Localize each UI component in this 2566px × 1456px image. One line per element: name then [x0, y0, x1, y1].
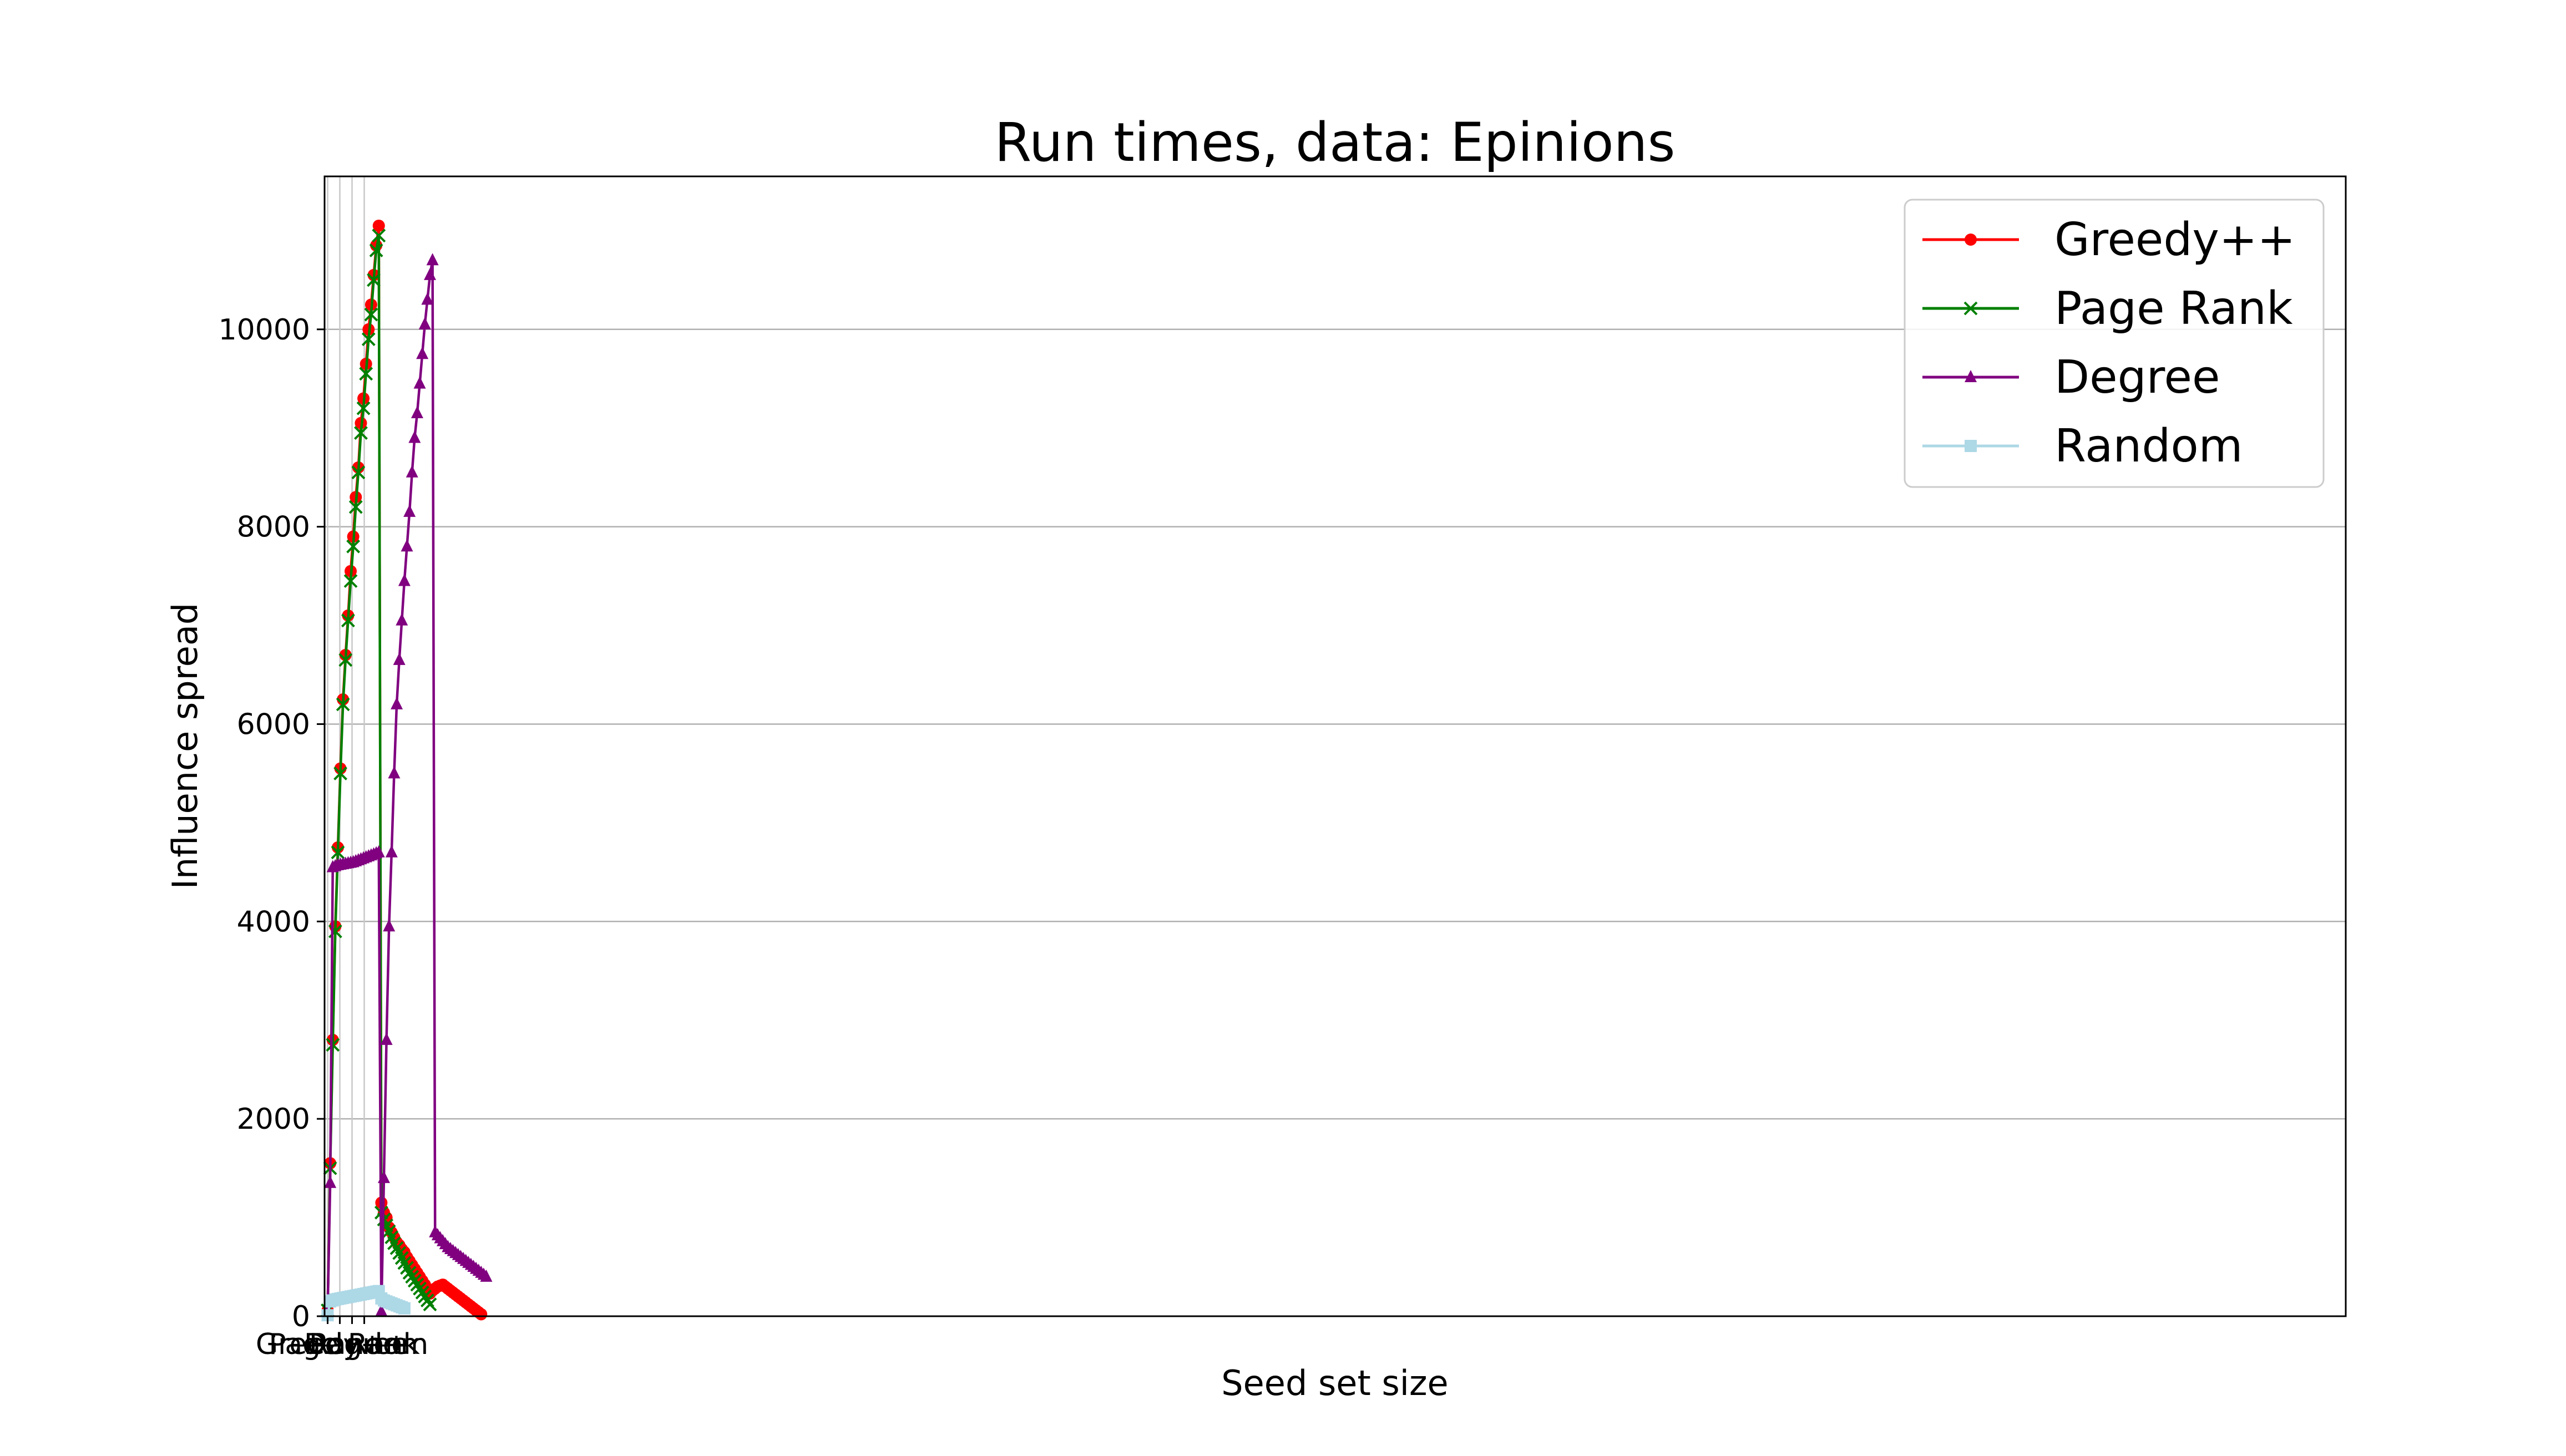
y-tick-label-2000: 2000 — [237, 1103, 310, 1136]
y-tick-label-6000: 6000 — [237, 708, 310, 741]
data-point-page-rank-6 — [336, 697, 350, 712]
x-tick-label-0: Greedy++ — [256, 1328, 408, 1361]
data-point-degree-20 — [372, 845, 385, 858]
data-point-degree-1 — [324, 1175, 337, 1188]
legend-label-page-rank: Page Rank — [2054, 282, 2293, 335]
data-point-degree-31 — [401, 539, 413, 552]
data-point-degree-30 — [398, 574, 411, 586]
data-point-page-rank-12 — [351, 465, 366, 480]
data-point-page-rank-14 — [356, 401, 371, 415]
data-point-degree-25 — [385, 845, 398, 858]
y-tick-label-0: 0 — [292, 1300, 310, 1333]
series-random — [321, 1285, 411, 1322]
data-point-page-rank-17 — [364, 307, 378, 322]
data-point-degree-27 — [391, 697, 403, 709]
data-point-page-rank-4 — [331, 845, 345, 860]
data-point-page-rank-11 — [348, 500, 363, 514]
data-point-degree-34 — [408, 430, 421, 443]
data-point-page-rank-16 — [361, 332, 376, 346]
data-point-page-rank-10 — [346, 539, 361, 554]
data-point-page-rank-2 — [326, 1038, 340, 1052]
data-point-degree-39 — [421, 292, 434, 305]
y-axis-label: Influence spread — [165, 603, 205, 890]
y-tick-label-4000: 4000 — [237, 905, 310, 938]
data-point-random-30 — [398, 1302, 411, 1315]
data-point-page-rank-8 — [341, 613, 355, 628]
data-point-page-rank-18 — [367, 273, 381, 287]
data-point-page-rank-13 — [354, 426, 368, 440]
data-point-degree-38 — [418, 317, 431, 329]
legend-marker-page-rank — [1963, 301, 1978, 316]
y-tick-label-8000: 8000 — [237, 511, 310, 544]
data-point-degree-22 — [377, 1170, 390, 1183]
data-point-degree-24 — [383, 919, 396, 932]
data-point-degree-37 — [416, 347, 429, 359]
data-point-degree-33 — [406, 465, 418, 478]
data-point-page-rank-20 — [372, 229, 386, 243]
legend-label-degree: Degree — [2054, 351, 2220, 404]
series-layer — [321, 219, 493, 1322]
y-tick-label-10000: 10000 — [219, 313, 310, 347]
data-point-greedy--20 — [372, 219, 385, 232]
data-point-degree-23 — [380, 1032, 393, 1045]
x-tick-label-3: Random — [309, 1328, 428, 1361]
data-point-degree-26 — [388, 766, 401, 779]
legend-box — [1904, 199, 2325, 488]
data-point-page-rank-15 — [359, 367, 373, 381]
data-point-page-rank-9 — [343, 574, 358, 588]
data-point-degree-29 — [396, 613, 408, 626]
legend-label-greedy-: Greedy++ — [2054, 214, 2295, 266]
data-point-page-rank-19 — [369, 243, 383, 257]
data-point-degree-32 — [403, 504, 416, 517]
data-point-degree-21 — [375, 1304, 388, 1317]
series-degree — [321, 253, 493, 1317]
data-point-degree-41 — [426, 253, 439, 266]
data-point-page-rank-40 — [423, 1297, 437, 1312]
x-tick-label-1: Page Rank — [269, 1328, 419, 1361]
data-point-greedy--60 — [475, 1308, 488, 1321]
data-point-degree-62 — [480, 1269, 493, 1282]
data-point-page-rank-7 — [338, 653, 353, 667]
data-point-page-rank-5 — [333, 767, 348, 780]
legend-label-random: Random — [2054, 420, 2243, 473]
legend-marker-degree — [1965, 370, 1977, 382]
y-axis-ticks: 0 2000 4000 6000 8000 10000 — [219, 313, 325, 1333]
data-point-degree-35 — [411, 406, 423, 419]
legend-marker-random — [1965, 440, 1977, 452]
data-point-degree-28 — [393, 652, 406, 665]
chart-title: Run times, data: Epinions — [995, 111, 1676, 174]
x-tick-label-2: Degree — [304, 1328, 409, 1361]
plot-frame — [323, 175, 2347, 1317]
x-axis-label: Seed set size — [1221, 1363, 1448, 1403]
data-point-degree-40 — [423, 267, 436, 280]
legend: Greedy++ Page Rank Degree Random — [1904, 199, 2325, 488]
legend-marker-greedy- — [1965, 234, 1977, 246]
data-point-degree-36 — [413, 376, 426, 389]
